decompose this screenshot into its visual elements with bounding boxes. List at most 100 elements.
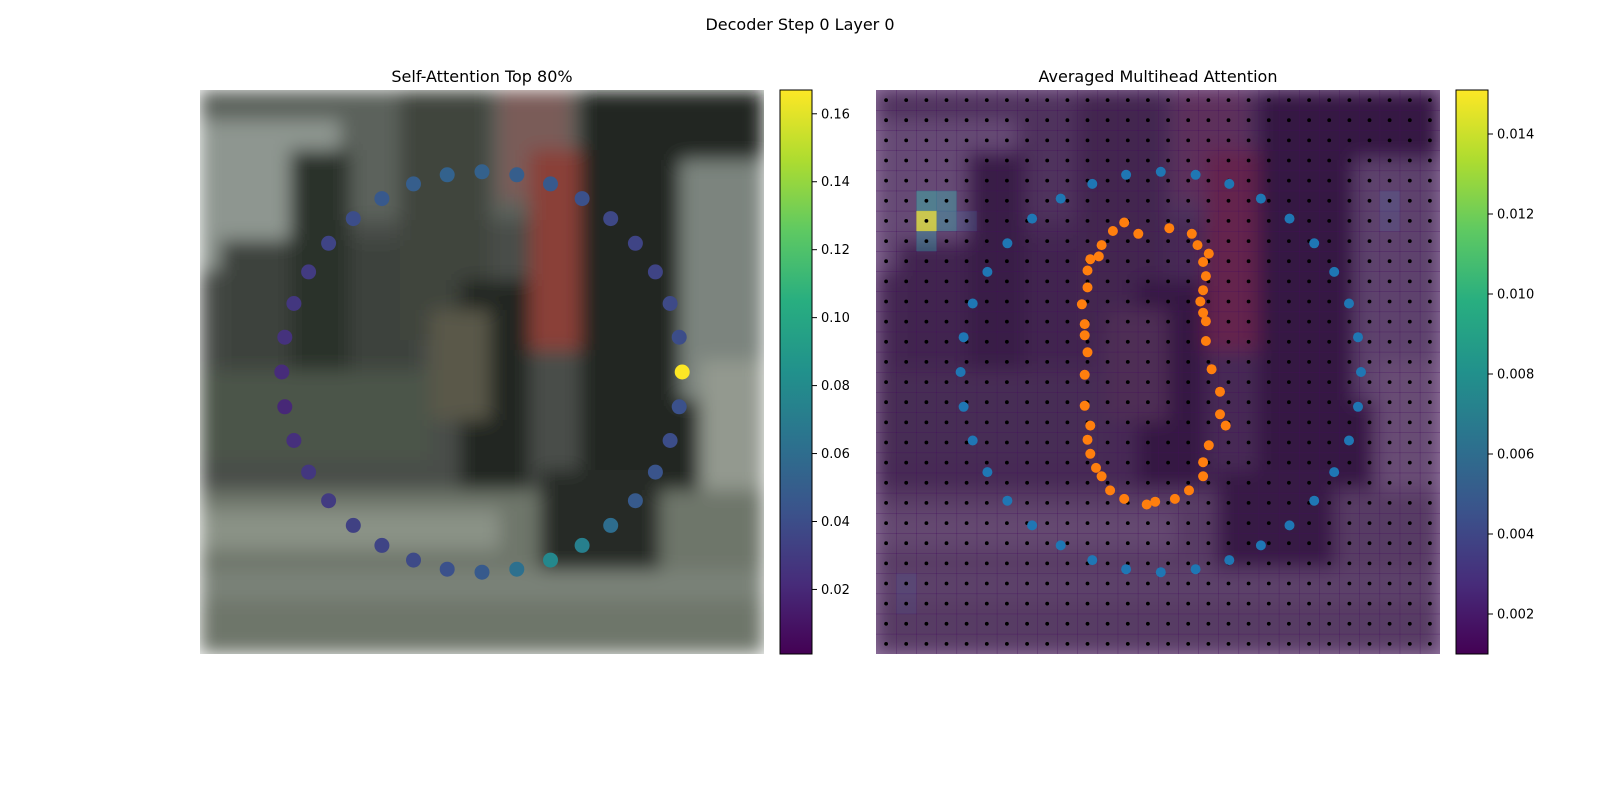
grid-point <box>924 541 929 546</box>
colorbar-tick-label: 0.002 <box>1497 608 1534 623</box>
grid-point <box>1307 219 1311 223</box>
grid-point <box>1246 118 1251 123</box>
grid-point <box>1266 178 1271 183</box>
grid-point <box>1065 380 1070 384</box>
reference-point <box>967 435 978 446</box>
grid-point <box>884 420 888 425</box>
grid-point <box>904 118 909 123</box>
grid-point <box>1387 198 1392 203</box>
grid-point <box>1226 460 1231 465</box>
grid-point <box>1146 339 1150 344</box>
grid-point <box>1407 400 1412 405</box>
grid-point <box>1428 480 1432 485</box>
grid-point <box>1266 380 1271 384</box>
grid-point <box>964 138 969 143</box>
grid-point <box>1347 279 1352 284</box>
grid-point <box>1287 420 1291 425</box>
grid-point <box>1387 239 1392 244</box>
multihead-attention-panel: Averaged Multihead Attention <box>876 67 1440 654</box>
grid-point <box>1246 319 1251 324</box>
grid-point <box>1125 259 1130 264</box>
grid-point <box>1206 178 1211 183</box>
grid-point <box>1065 178 1070 183</box>
grid-point <box>1146 400 1150 405</box>
grid-point <box>1125 621 1130 626</box>
reference-point <box>1344 298 1354 309</box>
grid-point <box>1287 339 1291 344</box>
grid-point <box>924 360 929 364</box>
grid-point <box>1025 98 1029 102</box>
grid-point <box>1005 440 1009 445</box>
grid-point <box>1428 239 1432 244</box>
grid-point <box>1347 521 1352 525</box>
grid-point <box>1146 219 1150 223</box>
grid-point <box>904 360 909 364</box>
attention-point <box>627 235 643 251</box>
grid-point <box>1166 642 1170 646</box>
grid-point <box>1125 601 1130 606</box>
attention-point <box>474 164 490 180</box>
predicted-point <box>1079 319 1090 330</box>
grid-point <box>1085 360 1090 364</box>
grid-point <box>1428 601 1432 606</box>
grid-point <box>1085 501 1090 505</box>
grid-point <box>1025 581 1029 586</box>
grid-point <box>1266 279 1271 284</box>
grid-point <box>1105 319 1110 324</box>
grid-point <box>1206 158 1211 163</box>
grid-point <box>1125 239 1130 244</box>
grid-point <box>1246 339 1251 344</box>
grid-point <box>1065 521 1070 525</box>
grid-point <box>884 440 888 445</box>
attention-point <box>439 561 455 577</box>
grid-point <box>1266 138 1271 143</box>
grid-point <box>924 299 929 304</box>
grid-point <box>1146 581 1150 586</box>
grid-point <box>884 178 888 183</box>
grid-point <box>1166 541 1170 546</box>
grid-point <box>904 642 909 646</box>
grid-point <box>1246 299 1251 304</box>
grid-point <box>1146 360 1150 364</box>
grid-point <box>1125 198 1130 203</box>
right-panel-title: Averaged Multihead Attention <box>1039 67 1278 86</box>
grid-point <box>1307 138 1311 143</box>
grid-point <box>1025 501 1029 505</box>
grid-point <box>1387 541 1392 546</box>
figure-title: Decoder Step 0 Layer 0 <box>705 15 894 34</box>
grid-point <box>1367 259 1372 264</box>
grid-point <box>1206 541 1211 546</box>
grid-point <box>1367 621 1372 626</box>
attention-point <box>662 433 678 448</box>
grid-point <box>1387 219 1392 223</box>
left-panel-title: Self-Attention Top 80% <box>391 67 572 86</box>
grid-point <box>1065 239 1070 244</box>
reference-point <box>1087 178 1098 189</box>
grid-point <box>1347 319 1352 324</box>
grid-point <box>944 279 949 284</box>
grid-point <box>1065 460 1070 465</box>
grid-point <box>1125 420 1130 425</box>
grid-point <box>944 420 949 425</box>
grid-point <box>1065 440 1070 445</box>
grid-point <box>1407 219 1412 223</box>
grid-point <box>1307 118 1311 123</box>
grid-point <box>944 601 949 606</box>
grid-point <box>1166 380 1170 384</box>
grid-point <box>884 561 888 566</box>
grid-point <box>984 198 989 203</box>
predicted-point <box>1096 240 1107 251</box>
grid-point <box>1166 219 1170 223</box>
colorbar-tick-label: 0.012 <box>1497 208 1534 223</box>
grid-point <box>984 621 989 626</box>
grid-point <box>1387 561 1392 566</box>
grid-point <box>1065 501 1070 505</box>
predicted-point <box>1206 364 1217 375</box>
grid-point <box>964 601 969 606</box>
grid-point <box>984 219 989 223</box>
grid-point <box>1085 541 1090 546</box>
grid-point <box>904 460 909 465</box>
grid-point <box>884 138 888 143</box>
grid-point <box>884 621 888 626</box>
grid-point <box>1125 541 1130 546</box>
